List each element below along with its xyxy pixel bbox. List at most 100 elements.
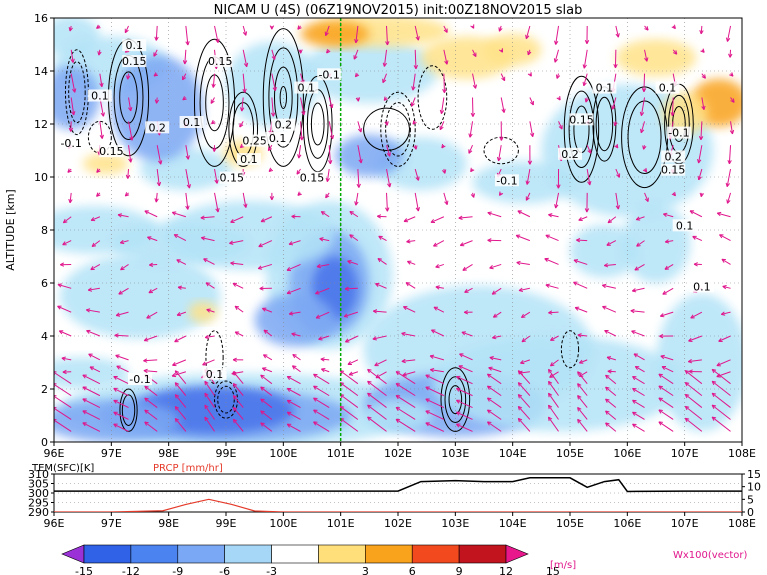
wind-vector [607, 370, 616, 373]
wind-vector [631, 330, 645, 337]
wind-vector [292, 354, 301, 361]
wind-vector [260, 374, 273, 385]
y-tick-label: 6 [41, 277, 48, 290]
wind-vector-head [154, 99, 160, 104]
wind-vector-head [492, 313, 498, 318]
wind-vector [54, 395, 72, 408]
wind-vector [319, 238, 330, 242]
wind-vector-head [386, 152, 391, 157]
wind-vector [716, 359, 731, 367]
wind-vector-head [91, 242, 97, 247]
wind-vector [469, 121, 474, 138]
wind-vector [113, 376, 129, 385]
contour-label-bg [592, 81, 617, 94]
contour-label: 0.2 [148, 121, 166, 134]
shading-blob [111, 55, 204, 162]
wind-vector-head [60, 262, 65, 267]
wind-vector [316, 263, 330, 268]
wind-vector [711, 416, 731, 432]
colorbar-cell [224, 544, 272, 564]
contour-label-bg [666, 126, 691, 139]
wind-vector-head [716, 373, 721, 378]
wind-vector [128, 97, 132, 112]
wind-vector [313, 373, 330, 385]
prcp-tick-label: 5 [747, 493, 754, 506]
wind-vector [313, 397, 330, 408]
wind-vector [263, 329, 273, 337]
wind-vector [86, 330, 101, 337]
x-tick-label: 103E [441, 447, 469, 460]
wind-vector [521, 335, 531, 343]
wind-vector-head [320, 211, 326, 216]
wind-vector [689, 210, 703, 218]
wind-vector [658, 421, 674, 432]
wind-vector-head [325, 193, 330, 199]
wind-vector-head [115, 354, 120, 359]
wind-vector-head [296, 170, 301, 175]
surface-x-tick-label: 98E [158, 517, 179, 530]
wind-vector-head [684, 417, 690, 423]
wind-vector-head [344, 286, 349, 291]
wind-vector [377, 258, 387, 265]
wind-vector [286, 411, 301, 420]
wind-vector-head [517, 393, 523, 399]
wind-vector [128, 121, 133, 141]
wind-vector [386, 145, 391, 157]
y-tick-label: 14 [34, 65, 48, 78]
wind-vector [204, 380, 215, 396]
wind-vector-head [215, 208, 220, 213]
contour-line [363, 107, 410, 152]
colorbar-tick-label: 12 [499, 565, 513, 575]
wind-vector-head [297, 154, 302, 159]
wind-vector-head [395, 406, 401, 412]
wind-vector [202, 359, 215, 366]
wind-vector-head [313, 385, 318, 390]
wind-vector-head [462, 266, 467, 271]
wind-vector [313, 385, 330, 397]
wind-vector [487, 397, 502, 408]
contour-line [440, 367, 471, 432]
wind-vector [86, 309, 100, 313]
wind-vector [375, 283, 387, 289]
wind-vector [579, 371, 588, 377]
wind-vector [54, 383, 72, 397]
wind-vector-head [378, 235, 383, 240]
wind-vector [605, 374, 617, 385]
wind-vector [300, 97, 305, 116]
wind-vector [286, 376, 301, 385]
wind-vector-head [607, 218, 613, 224]
wind-vector-head [271, 55, 276, 60]
wind-vector-head [395, 371, 401, 376]
wind-vector-head [185, 41, 190, 46]
contour-label-bg [122, 55, 147, 68]
wind-vector [433, 240, 445, 247]
wind-vector-head [664, 239, 670, 244]
wind-vector-head [90, 217, 96, 222]
wind-vector [232, 383, 244, 396]
contour-label: 0.15 [300, 172, 325, 185]
wind-vector-head [670, 111, 675, 117]
wind-vector [662, 287, 674, 295]
wind-vector [630, 310, 645, 313]
wind-vector [516, 262, 530, 265]
wind-vector [262, 367, 273, 373]
contour-line [563, 75, 600, 183]
wind-vector [493, 311, 502, 318]
contour-label-bg [87, 89, 112, 102]
wind-vector-head [406, 239, 411, 244]
wind-vector [326, 168, 330, 182]
colorbar-cell [271, 544, 319, 564]
wind-vector [232, 407, 244, 420]
wind-vector [214, 168, 218, 184]
wind-vector [700, 121, 703, 140]
wind-vector-head [234, 305, 240, 310]
contour-line [121, 394, 136, 426]
wind-vector [174, 335, 187, 343]
wind-vector-head [215, 38, 220, 43]
wind-vector-head [459, 353, 464, 358]
wind-vector-head [517, 417, 523, 423]
wind-vector-head [315, 290, 320, 295]
colorbar-cell [365, 544, 413, 564]
wind-vector-head [433, 306, 438, 311]
wind-vector [349, 211, 359, 218]
